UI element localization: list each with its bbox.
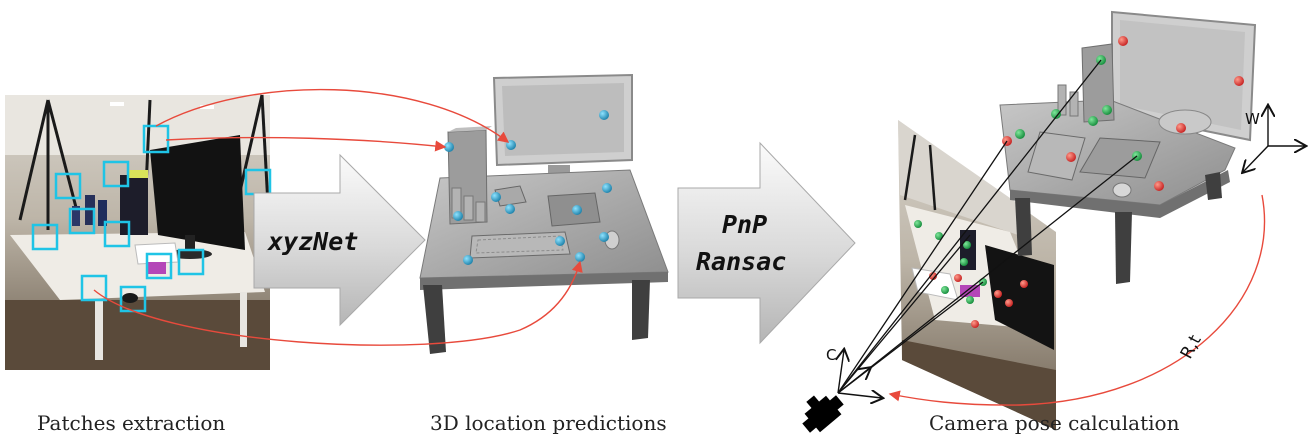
predicted-point — [575, 252, 585, 262]
patch-boxes — [31, 124, 272, 313]
correspondence-line — [155, 88, 510, 143]
inlier-point — [1088, 116, 1098, 126]
projection-ray — [837, 155, 1138, 394]
outlier-point — [994, 290, 1002, 298]
outlier-point — [929, 272, 937, 280]
patch-box — [80, 274, 108, 302]
xyznet-label: xyzNet — [267, 227, 358, 256]
predicted-point — [463, 255, 473, 265]
predicted-point — [599, 232, 609, 242]
camera-axis-up — [838, 350, 844, 394]
correspondence-line — [165, 136, 447, 152]
pnp-label: PnP — [722, 210, 767, 239]
inlier-point — [941, 286, 949, 294]
camera-axis-depth — [837, 368, 870, 394]
mesh-model-3 — [999, 10, 1257, 284]
inlier-point — [960, 258, 968, 266]
predicted-point — [453, 211, 463, 221]
correspondence-lines — [93, 88, 583, 346]
ransac-label: Ransac — [696, 247, 786, 276]
outlier-point — [1020, 280, 1028, 288]
patch-box — [103, 220, 131, 248]
inlier-point — [1051, 109, 1061, 119]
caption-3d-predictions: 3D location predictions — [430, 411, 667, 435]
transform-arrow — [888, 194, 1266, 406]
world-axis-depth — [1243, 145, 1269, 172]
photo-pose-points — [914, 220, 1028, 328]
xyznet-arrow: xyzNet — [253, 153, 426, 327]
patch-box — [102, 160, 130, 188]
predicted-point — [491, 192, 501, 202]
patch-box — [31, 223, 59, 251]
mesh-pose-points — [1002, 36, 1244, 191]
outlier-point — [1234, 76, 1244, 86]
outlier-point — [1154, 181, 1164, 191]
outlier-point — [1176, 123, 1186, 133]
caption-patches-extraction: Patches extraction — [37, 411, 226, 435]
inlier-point — [1015, 129, 1025, 139]
inlier-point — [914, 220, 922, 228]
patch-box — [177, 248, 205, 276]
pnp-ransac-arrow: PnP Ransac — [677, 141, 856, 345]
projection-ray — [837, 59, 1102, 394]
predicted-point — [602, 183, 612, 193]
patch-box — [68, 207, 96, 235]
predicted-point — [572, 205, 582, 215]
caption-pose-calculation: Camera pose calculation — [929, 411, 1180, 435]
predicted-point — [505, 204, 515, 214]
predicted-point — [444, 142, 454, 152]
predicted-point — [599, 110, 609, 120]
world-axis-label: W — [1245, 110, 1260, 128]
inlier-point — [1102, 105, 1112, 115]
outlier-point — [1066, 152, 1076, 162]
input-photo — [5, 94, 270, 370]
correspondence-line — [93, 260, 583, 346]
inlier-point — [963, 241, 971, 249]
patch-box — [54, 172, 82, 200]
patch-box — [145, 252, 173, 280]
camera-axis-label: C — [826, 346, 836, 364]
outlier-point — [1005, 299, 1013, 307]
predicted-points — [444, 110, 612, 265]
mesh-model-2 — [419, 73, 669, 354]
camera-axis-right — [837, 393, 882, 398]
predicted-point — [555, 236, 565, 246]
inlier-point — [966, 296, 974, 304]
outlier-point — [954, 274, 962, 282]
camera-icon — [802, 395, 844, 433]
world-axes — [1243, 106, 1305, 172]
camera-axes — [838, 350, 882, 398]
projection-ray — [837, 140, 1008, 394]
inlier-point — [935, 232, 943, 240]
outlier-point — [971, 320, 979, 328]
outlier-point — [1118, 36, 1128, 46]
